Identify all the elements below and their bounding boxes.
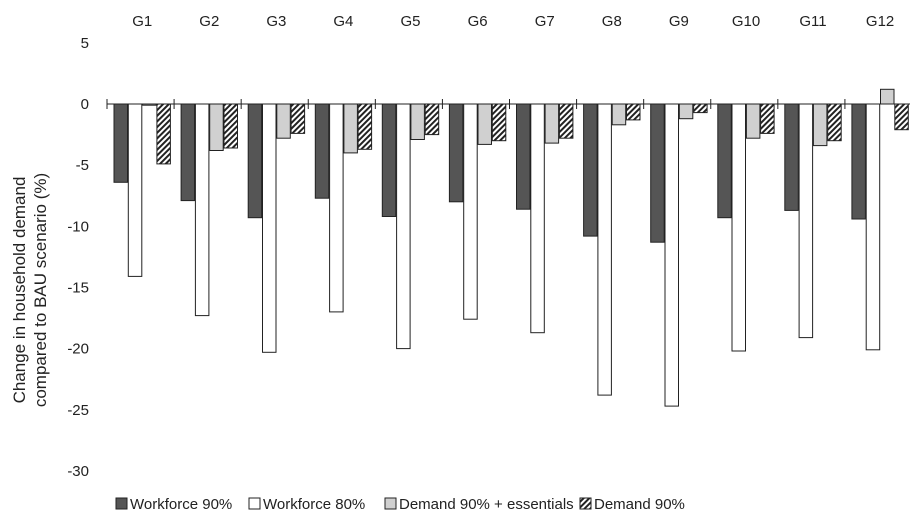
bar — [381, 103, 397, 217]
bar — [626, 103, 641, 121]
bar — [180, 103, 196, 202]
x-category-label: G8 — [602, 13, 622, 30]
legend-swatch — [248, 497, 261, 510]
y-tick-label: -5 — [76, 157, 89, 174]
y-tick-label: 0 — [81, 96, 89, 113]
x-category-label: G9 — [669, 13, 689, 30]
y-tick-label: -25 — [67, 402, 89, 419]
bar — [127, 103, 143, 277]
legend-label: Demand 90% — [594, 496, 685, 513]
bar — [544, 103, 560, 144]
series-0 — [113, 103, 866, 243]
bar-series — [113, 88, 909, 407]
y-tick-labels: 5 0 -5 -10 -15 -20 -25 -30 — [67, 35, 89, 480]
x-category-label: G7 — [535, 13, 555, 30]
bar — [290, 103, 306, 134]
bar — [424, 103, 440, 136]
bar — [731, 103, 746, 352]
bar — [851, 103, 866, 220]
x-category-label: G5 — [400, 13, 420, 30]
bar — [491, 103, 507, 142]
bar — [880, 88, 895, 105]
bar — [894, 103, 909, 131]
legend-swatch — [115, 497, 128, 510]
bar — [357, 103, 373, 150]
bar — [597, 103, 612, 396]
legend-swatch — [579, 497, 592, 510]
legend-item: Workforce 80% — [248, 496, 365, 513]
bar — [812, 103, 828, 147]
x-category-label: G3 — [266, 13, 286, 30]
bar — [650, 103, 665, 243]
bar — [798, 103, 814, 339]
y-tick-label: -30 — [67, 463, 89, 480]
legend: Workforce 90% Workforce 80% Demand 90% + e… — [115, 496, 685, 513]
x-category-label: G2 — [199, 13, 219, 30]
bar — [448, 103, 464, 203]
legend-label: Workforce 90% — [130, 496, 232, 513]
legend-item: Demand 90% — [579, 496, 685, 513]
legend-swatch — [384, 497, 397, 510]
legend-item: Demand 90% + essentials — [384, 496, 574, 513]
series-1 — [127, 103, 881, 407]
bar — [463, 103, 478, 320]
series-3 — [156, 103, 909, 165]
bar — [247, 103, 263, 219]
bar — [396, 103, 411, 350]
bar — [223, 103, 238, 149]
bar — [516, 103, 531, 210]
y-axis-title-line-2: compared to BAU scenario (%) — [31, 173, 50, 407]
x-category-label: G6 — [468, 13, 488, 30]
bar — [678, 103, 694, 120]
x-category-label: G10 — [732, 13, 760, 30]
bar — [477, 103, 492, 145]
x-axis: G1 G2 G3 G4 G5 G6 G7 G8 G9 G10 G11 G12 — [106, 13, 910, 109]
y-axis-title: Change in household demand compared to B… — [10, 173, 50, 407]
bar — [156, 103, 171, 165]
bar — [865, 103, 881, 351]
bar — [194, 103, 210, 317]
bar — [827, 103, 842, 142]
bar — [558, 103, 574, 139]
bar — [530, 103, 545, 334]
legend-item: Workforce 90% — [115, 496, 232, 513]
bar — [113, 103, 128, 183]
legend-label: Workforce 80% — [263, 496, 365, 513]
bar — [276, 103, 291, 139]
y-axis-title-line-1: Change in household demand — [10, 177, 29, 404]
bar — [760, 103, 775, 134]
y-tick-label: -20 — [67, 341, 89, 358]
x-category-label: G4 — [333, 13, 353, 30]
y-tick-label: 5 — [81, 35, 89, 52]
bar — [784, 103, 799, 211]
bar — [717, 103, 732, 219]
series-2 — [142, 88, 895, 154]
bar — [664, 103, 679, 407]
x-category-label: G1 — [132, 13, 152, 30]
bar — [583, 103, 598, 237]
bar — [693, 103, 708, 114]
bar — [262, 103, 277, 353]
y-tick-label: -10 — [67, 218, 89, 235]
bar — [343, 103, 358, 154]
bar — [329, 103, 344, 313]
bar — [611, 103, 627, 126]
bar — [745, 103, 761, 139]
x-category-label: G12 — [866, 13, 894, 30]
bar — [410, 103, 425, 140]
x-category-label: G11 — [799, 13, 826, 30]
bar — [209, 103, 224, 151]
bar — [314, 103, 330, 199]
y-tick-label: -15 — [67, 279, 89, 296]
legend-label: Demand 90% + essentials — [399, 496, 574, 513]
